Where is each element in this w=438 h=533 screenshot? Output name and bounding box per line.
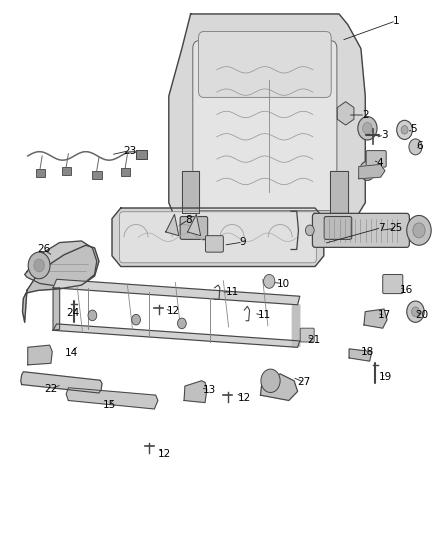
Circle shape <box>264 274 275 288</box>
Text: 5: 5 <box>410 124 417 134</box>
Circle shape <box>397 120 413 140</box>
Text: 19: 19 <box>379 372 392 382</box>
Text: 11: 11 <box>226 287 239 297</box>
Bar <box>121 168 131 176</box>
Text: 4: 4 <box>376 158 383 168</box>
Text: 13: 13 <box>203 385 216 395</box>
Polygon shape <box>261 374 297 400</box>
Circle shape <box>34 259 44 272</box>
Polygon shape <box>187 214 201 236</box>
Text: 9: 9 <box>240 237 246 247</box>
Polygon shape <box>53 324 300 348</box>
Bar <box>136 150 147 159</box>
Text: 26: 26 <box>37 245 50 254</box>
Circle shape <box>401 126 408 134</box>
Text: 10: 10 <box>277 279 290 288</box>
Text: 16: 16 <box>400 285 413 295</box>
Text: 21: 21 <box>307 335 321 345</box>
Polygon shape <box>359 165 385 179</box>
Circle shape <box>412 307 420 317</box>
FancyBboxPatch shape <box>300 328 314 342</box>
Polygon shape <box>112 208 324 266</box>
Polygon shape <box>166 214 179 236</box>
FancyBboxPatch shape <box>205 236 223 252</box>
Polygon shape <box>21 372 102 393</box>
Circle shape <box>132 314 141 325</box>
Text: 8: 8 <box>185 215 192 225</box>
Polygon shape <box>66 387 158 409</box>
FancyBboxPatch shape <box>120 212 316 263</box>
FancyBboxPatch shape <box>383 274 403 294</box>
Circle shape <box>363 123 372 134</box>
Polygon shape <box>330 171 348 213</box>
Text: 2: 2 <box>362 110 369 120</box>
FancyBboxPatch shape <box>180 216 208 239</box>
Text: 6: 6 <box>417 141 423 151</box>
Text: 24: 24 <box>66 308 79 318</box>
Polygon shape <box>25 241 97 287</box>
FancyBboxPatch shape <box>324 216 352 239</box>
FancyBboxPatch shape <box>312 213 410 247</box>
Text: 27: 27 <box>297 377 311 387</box>
Circle shape <box>305 225 314 236</box>
Circle shape <box>88 310 97 321</box>
FancyBboxPatch shape <box>366 151 386 167</box>
Circle shape <box>177 318 186 329</box>
Text: 18: 18 <box>361 346 374 357</box>
FancyBboxPatch shape <box>193 41 337 211</box>
Text: 23: 23 <box>123 146 136 156</box>
Text: 3: 3 <box>381 130 387 140</box>
FancyBboxPatch shape <box>198 31 331 98</box>
Circle shape <box>28 252 50 279</box>
Text: 11: 11 <box>258 310 271 320</box>
Circle shape <box>407 215 431 245</box>
Polygon shape <box>349 349 372 361</box>
Polygon shape <box>182 171 199 213</box>
Circle shape <box>358 117 377 140</box>
Polygon shape <box>53 279 300 305</box>
Polygon shape <box>169 14 365 224</box>
Circle shape <box>407 301 424 322</box>
Polygon shape <box>292 305 300 348</box>
Text: 20: 20 <box>416 310 429 320</box>
Text: 7: 7 <box>378 223 385 233</box>
Text: 12: 12 <box>238 393 251 403</box>
Text: 22: 22 <box>44 384 57 394</box>
Circle shape <box>261 369 280 392</box>
Circle shape <box>360 161 375 180</box>
Text: 17: 17 <box>378 310 392 320</box>
Bar <box>35 169 45 177</box>
Bar <box>62 167 71 175</box>
Polygon shape <box>364 309 387 328</box>
Text: 12: 12 <box>166 306 180 316</box>
Circle shape <box>364 166 371 175</box>
Text: 14: 14 <box>65 348 78 358</box>
Polygon shape <box>22 245 99 322</box>
Circle shape <box>409 139 422 155</box>
Text: 25: 25 <box>389 223 403 233</box>
Bar <box>92 171 102 179</box>
Text: 12: 12 <box>158 449 171 458</box>
Circle shape <box>413 223 425 238</box>
Polygon shape <box>53 288 60 330</box>
Text: 15: 15 <box>103 400 117 410</box>
Text: 1: 1 <box>392 16 399 26</box>
Polygon shape <box>184 381 207 402</box>
Polygon shape <box>28 345 52 365</box>
